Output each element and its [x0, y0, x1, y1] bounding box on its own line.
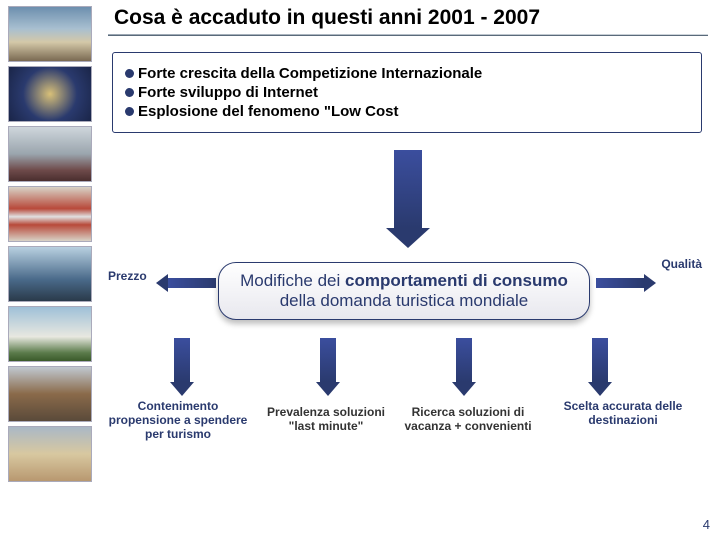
bullet-text: Forte crescita della Competizione Intern…	[138, 65, 482, 82]
big-down-arrow	[386, 150, 430, 248]
down-arrow-3	[452, 338, 476, 396]
bullet-row: Forte sviluppo di Internet	[125, 84, 689, 101]
outcome-2: Prevalenza soluzioni "last minute"	[256, 406, 396, 434]
center-text: Modifiche dei comportamenti di consumo d…	[240, 271, 568, 310]
down-arrow-1	[170, 338, 194, 396]
thumbnail-column	[8, 6, 92, 482]
label-prezzo: Prezzo	[108, 270, 147, 284]
label-qualita: Qualità	[661, 258, 702, 272]
center-prefix: Modifiche dei	[240, 271, 345, 290]
center-suffix: della domanda turistica mondiale	[280, 291, 529, 310]
title-underline	[108, 34, 708, 36]
bullet-row: Esplosione del fenomeno "Low Cost	[125, 103, 689, 120]
thumb-1	[8, 6, 92, 62]
outcome-4: Scelta accurata delle destinazioni	[548, 400, 698, 428]
center-bold: comportamenti di consumo	[345, 271, 568, 290]
thumb-6	[8, 306, 92, 362]
bullet-icon	[125, 69, 134, 78]
thumb-5	[8, 246, 92, 302]
thumb-7	[8, 366, 92, 422]
arrow-left	[156, 276, 216, 290]
bullet-text: Forte sviluppo di Internet	[138, 84, 318, 101]
center-box: Modifiche dei comportamenti di consumo d…	[218, 262, 590, 320]
page-number: 4	[703, 517, 710, 532]
thumb-2	[8, 66, 92, 122]
outcome-3: Ricerca soluzioni di vacanza + convenien…	[398, 406, 538, 434]
thumb-8	[8, 426, 92, 482]
thumb-4	[8, 186, 92, 242]
bullet-icon	[125, 107, 134, 116]
arrow-right	[596, 276, 656, 290]
thumb-3	[8, 126, 92, 182]
bullet-text: Esplosione del fenomeno "Low Cost	[138, 103, 398, 120]
outcome-1: Contenimento propensione a spendere per …	[108, 400, 248, 441]
bullet-icon	[125, 88, 134, 97]
bullet-row: Forte crescita della Competizione Intern…	[125, 65, 689, 82]
drivers-box: Forte crescita della Competizione Intern…	[112, 52, 702, 133]
down-arrow-4	[588, 338, 612, 396]
down-arrow-2	[316, 338, 340, 396]
page-title: Cosa è accaduto in questi anni 2001 - 20…	[114, 6, 540, 30]
